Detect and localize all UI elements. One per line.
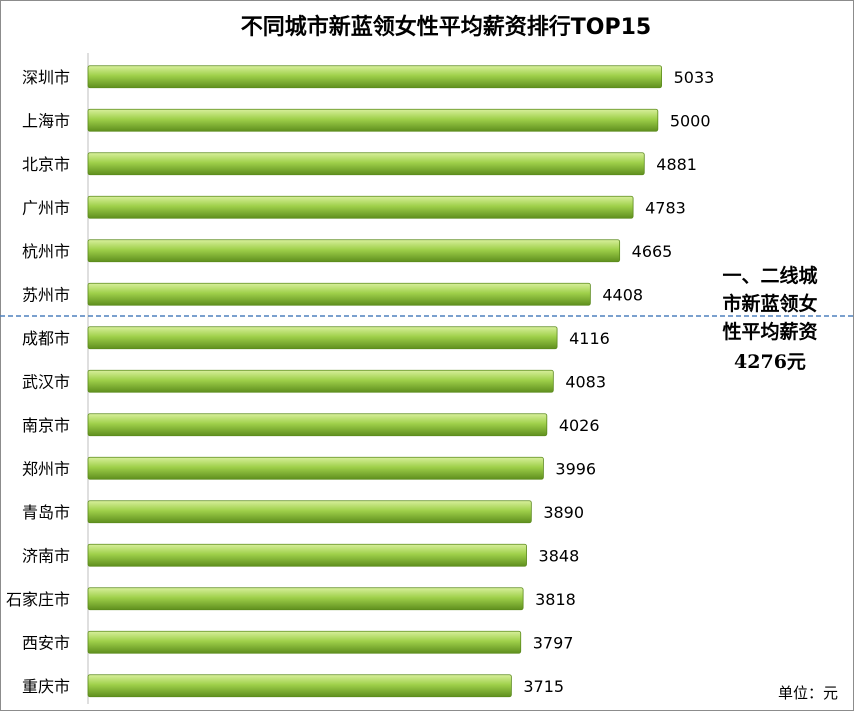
value-label: 4408 bbox=[602, 285, 643, 304]
value-label: 3996 bbox=[555, 459, 596, 478]
bar bbox=[87, 413, 548, 437]
chart-title: 不同城市新蓝领女性平均薪资排行TOP15 bbox=[241, 14, 651, 40]
category-label: 深圳市 bbox=[22, 68, 70, 87]
category-label: 济南市 bbox=[22, 546, 70, 565]
value-label: 3890 bbox=[543, 503, 584, 522]
bar bbox=[87, 456, 544, 480]
bar bbox=[87, 195, 634, 219]
annotation-line-3: 性平均薪资 bbox=[722, 320, 817, 343]
bar bbox=[87, 543, 527, 567]
tier-annotation: 一、二线城 市新蓝领女 性平均薪资 4276元 bbox=[722, 264, 817, 373]
value-label: 5000 bbox=[670, 111, 711, 130]
value-label: 5033 bbox=[674, 68, 715, 87]
bar bbox=[87, 630, 522, 654]
category-label: 北京市 bbox=[22, 155, 70, 174]
bar bbox=[87, 587, 524, 611]
annotation-line-2: 市新蓝领女 bbox=[722, 292, 817, 315]
category-label: 南京市 bbox=[22, 416, 70, 435]
value-label: 4083 bbox=[565, 372, 606, 391]
category-label: 广州市 bbox=[22, 198, 70, 217]
category-label: 郑州市 bbox=[22, 459, 70, 478]
category-label: 成都市 bbox=[22, 329, 70, 348]
annotation-line-4: 4276元 bbox=[734, 351, 806, 373]
category-label: 苏州市 bbox=[22, 285, 70, 304]
category-label: 上海市 bbox=[22, 111, 70, 130]
bar bbox=[87, 108, 659, 132]
value-label: 3818 bbox=[535, 590, 576, 609]
bar bbox=[87, 369, 554, 393]
value-label: 4881 bbox=[656, 155, 697, 174]
bar bbox=[87, 500, 532, 524]
category-label: 重庆市 bbox=[22, 677, 70, 696]
category-label: 青岛市 bbox=[22, 503, 70, 522]
category-label: 西安市 bbox=[22, 633, 70, 652]
category-label: 杭州市 bbox=[22, 242, 70, 261]
category-label: 石家庄市 bbox=[6, 590, 70, 609]
category-label: 武汉市 bbox=[22, 372, 70, 391]
bar bbox=[87, 326, 558, 350]
bar bbox=[87, 152, 645, 176]
value-label: 4665 bbox=[632, 242, 673, 261]
bar bbox=[87, 239, 621, 263]
value-label: 3848 bbox=[539, 546, 580, 565]
annotation-line-1: 一、二线城 bbox=[722, 264, 817, 287]
bar bbox=[87, 65, 662, 89]
unit-label: 单位：元 bbox=[778, 684, 838, 702]
value-label: 3715 bbox=[523, 677, 564, 696]
value-label: 3797 bbox=[533, 633, 574, 652]
value-label: 4116 bbox=[569, 329, 610, 348]
value-label: 4783 bbox=[645, 198, 686, 217]
bar bbox=[87, 282, 591, 306]
value-label: 4026 bbox=[559, 416, 600, 435]
bar bbox=[87, 674, 512, 698]
